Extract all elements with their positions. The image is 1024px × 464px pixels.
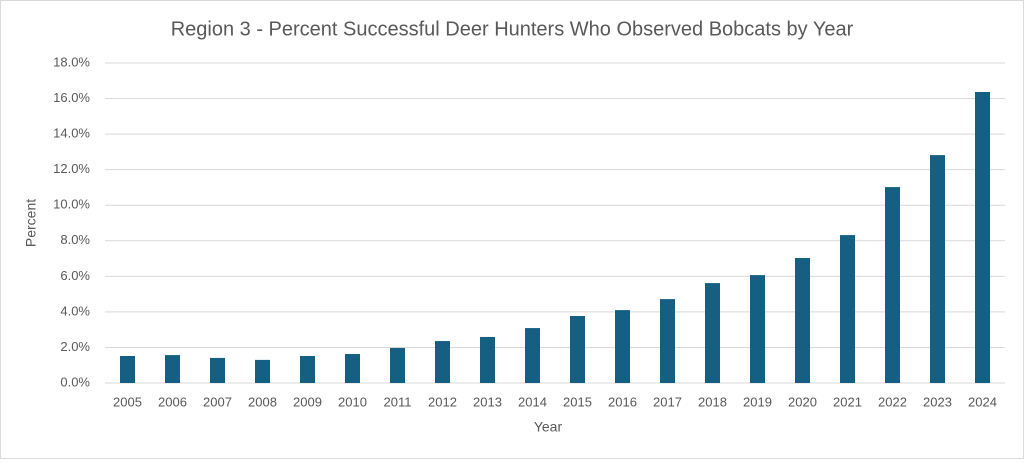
- bar: [885, 187, 900, 383]
- x-tick-label: 2017: [653, 394, 682, 409]
- y-tick-label: 18.0%: [53, 54, 90, 69]
- x-tick-label: 2014: [518, 394, 547, 409]
- bar: [300, 355, 315, 383]
- bar: [795, 258, 810, 383]
- bar: [165, 355, 180, 383]
- x-tick-label: 2006: [158, 394, 187, 409]
- x-tick-label: 2005: [113, 394, 142, 409]
- bar: [615, 310, 630, 383]
- bar: [525, 328, 540, 383]
- y-tick-label: 16.0%: [53, 90, 90, 105]
- y-tick-label: 10.0%: [53, 197, 90, 212]
- bar: [750, 275, 765, 383]
- bar: [660, 299, 675, 383]
- y-tick-label: 2.0%: [60, 339, 90, 354]
- bar: [210, 357, 225, 383]
- bar: [255, 359, 270, 383]
- x-tick-label: 2018: [698, 394, 727, 409]
- x-tick-label: 2019: [743, 394, 772, 409]
- x-tick-label: 2021: [833, 394, 862, 409]
- y-tick-label: 0.0%: [60, 374, 90, 389]
- x-tick-label: 2015: [563, 394, 592, 409]
- x-tick-label: 2007: [203, 394, 232, 409]
- x-tick-label: 2009: [293, 394, 322, 409]
- x-tick-label: 2016: [608, 394, 637, 409]
- bar: [480, 336, 495, 383]
- y-tick-label: 8.0%: [60, 232, 90, 247]
- bar: [705, 283, 720, 383]
- y-axis-label: Percent: [23, 199, 39, 247]
- y-tick-label: 4.0%: [60, 303, 90, 318]
- x-tick-label: 2008: [248, 394, 277, 409]
- x-tick-label: 2024: [968, 394, 997, 409]
- y-tick-label: 14.0%: [53, 126, 90, 141]
- y-tick-label: 12.0%: [53, 161, 90, 176]
- x-tick-label: 2023: [923, 394, 952, 409]
- bar: [345, 354, 360, 383]
- x-tick-label: 2010: [338, 394, 367, 409]
- bar: [840, 235, 855, 383]
- x-tick-label: 2013: [473, 394, 502, 409]
- bar: [930, 155, 945, 383]
- x-tick-label: 2022: [878, 394, 907, 409]
- x-tick-label: 2012: [428, 394, 457, 409]
- x-tick-label: 2020: [788, 394, 817, 409]
- bar: [435, 341, 450, 383]
- y-tick-label: 6.0%: [60, 268, 90, 283]
- x-tick-label: 2011: [384, 394, 412, 409]
- chart-title: Region 3 - Percent Successful Deer Hunte…: [171, 18, 854, 40]
- bar: [390, 347, 405, 383]
- x-axis-label: Year: [534, 419, 563, 435]
- bar: [975, 91, 990, 383]
- bar: [120, 355, 135, 383]
- bar: [570, 315, 585, 383]
